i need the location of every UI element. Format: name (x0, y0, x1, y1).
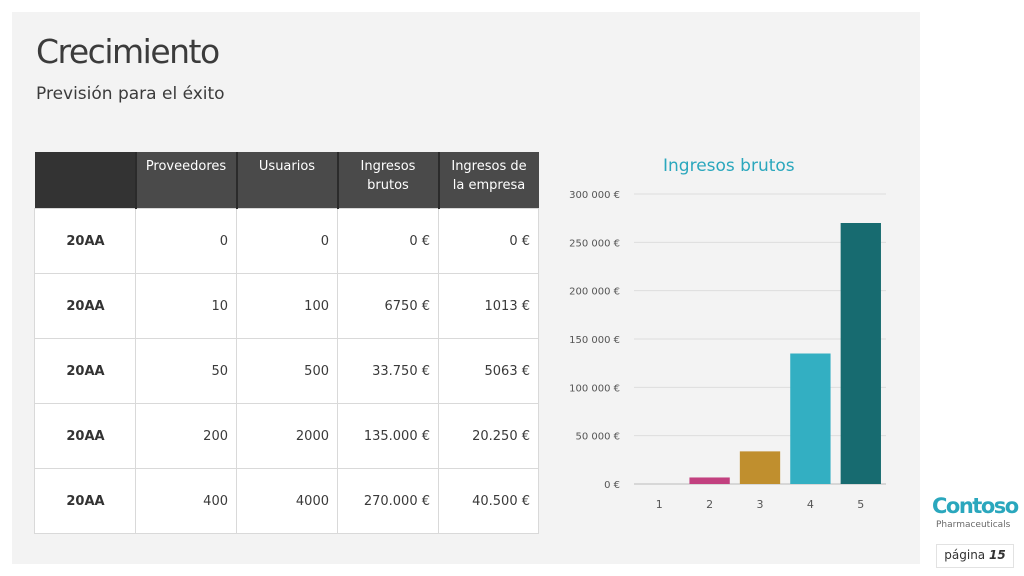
cell-proveedores: 400 (135, 468, 237, 534)
brand-logo: Contoso (932, 494, 1019, 518)
row-label: 20AA (34, 208, 136, 274)
cell-ingresos-brutos: 33.750 € (337, 338, 439, 404)
table-row: 20AA 0 0 0 € 0 € (34, 208, 539, 274)
table-header-ingresos-brutos: Ingresos brutos (337, 152, 440, 209)
table-header-row: Proveedores Usuarios Ingresos brutos Ingr… (34, 152, 539, 209)
cell-usuarios: 500 (236, 338, 338, 404)
cell-ingresos-brutos: 6750 € (337, 273, 439, 339)
table-header-ingresos-empresa: Ingresos de la empresa (438, 152, 539, 209)
revenue-bar-chart: 0 €50 000 €100 000 €150 000 €200 000 €25… (569, 190, 886, 511)
table-row: 20AA 10 100 6750 € 1013 € (34, 273, 539, 339)
cell-ingresos-empresa: 20.250 € (438, 403, 539, 469)
y-tick-label: 250 000 € (569, 238, 620, 249)
row-label: 20AA (34, 468, 136, 534)
x-tick-label: 4 (807, 498, 814, 511)
page-number: 15 (989, 548, 1006, 562)
cell-usuarios: 100 (236, 273, 338, 339)
table-header-corner (34, 152, 137, 209)
table-header-usuarios: Usuarios (236, 152, 339, 209)
cell-ingresos-brutos: 135.000 € (337, 403, 439, 469)
table-row: 20AA 400 4000 270.000 € 40.500 € (34, 468, 539, 534)
chart-bar-4 (790, 353, 831, 484)
y-tick-label: 150 000 € (569, 335, 620, 346)
cell-proveedores: 10 (135, 273, 237, 339)
y-tick-label: 0 € (604, 480, 620, 491)
row-label: 20AA (34, 403, 136, 469)
cell-ingresos-empresa: 1013 € (438, 273, 539, 339)
page-word: página (944, 548, 986, 562)
table-header-proveedores: Proveedores (135, 152, 238, 209)
table-row: 20AA 200 2000 135.000 € 20.250 € (34, 403, 539, 469)
slide-subtitle: Previsión para el éxito (36, 84, 225, 104)
chart-bar-2 (689, 477, 730, 484)
chart-bar-3 (739, 451, 781, 484)
cell-ingresos-empresa: 40.500 € (438, 468, 539, 534)
cell-usuarios: 2000 (236, 403, 338, 469)
cell-ingresos-brutos: 270.000 € (337, 468, 439, 534)
cell-usuarios: 4000 (236, 468, 338, 534)
brand-tagline: Pharmaceuticals (936, 520, 1011, 530)
x-tick-label: 5 (857, 498, 864, 511)
x-tick-label: 1 (656, 498, 663, 511)
cell-proveedores: 50 (135, 338, 237, 404)
cell-ingresos-empresa: 5063 € (438, 338, 539, 404)
growth-table: Proveedores Usuarios Ingresos brutos Ingr… (34, 152, 539, 534)
cell-proveedores: 200 (135, 403, 237, 469)
x-tick-label: 3 (757, 498, 764, 511)
y-tick-label: 50 000 € (575, 432, 620, 443)
slide-title: Crecimiento (36, 32, 220, 71)
table-row: 20AA 50 500 33.750 € 5063 € (34, 338, 539, 404)
x-tick-label: 2 (706, 498, 713, 511)
row-label: 20AA (34, 338, 136, 404)
row-label: 20AA (34, 273, 136, 339)
y-tick-label: 200 000 € (569, 287, 620, 298)
y-tick-label: 300 000 € (569, 190, 620, 201)
y-tick-label: 100 000 € (569, 383, 620, 394)
cell-usuarios: 0 (236, 208, 338, 274)
chart-bar-5 (840, 223, 881, 484)
cell-proveedores: 0 (135, 208, 237, 274)
page-number-box: página 15 (936, 544, 1014, 568)
cell-ingresos-empresa: 0 € (438, 208, 539, 274)
cell-ingresos-brutos: 0 € (337, 208, 439, 274)
chart-title: Ingresos brutos (663, 156, 795, 176)
